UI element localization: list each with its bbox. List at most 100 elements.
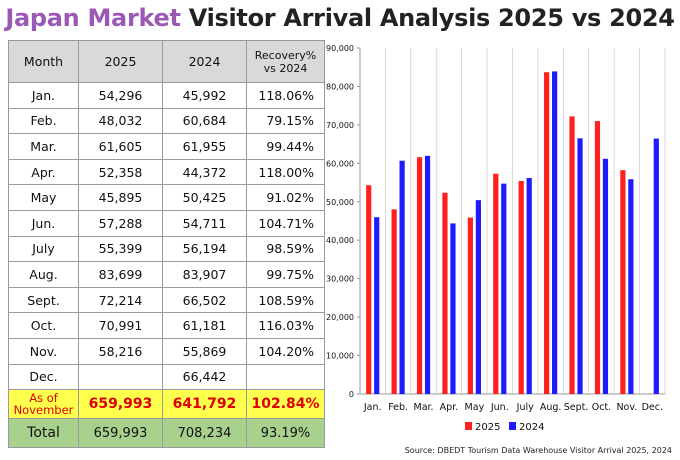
table-row: Dec. 66,442: [8, 363, 325, 391]
cell-2025: 61,605: [78, 133, 163, 160]
x-tick-label: Jan.: [363, 402, 382, 413]
y-tick-label: 60,000: [326, 159, 354, 168]
y-tick-label: 50,000: [326, 198, 354, 207]
header-recovery-line1: Recovery%: [254, 48, 317, 62]
bar-2024: [501, 183, 507, 394]
header-recovery: Recovery% vs 2024: [246, 40, 325, 83]
table-row: Apr. 52,358 44,372 118.00%: [8, 158, 325, 186]
x-tick-label: Jun.: [490, 402, 509, 413]
cell-2024: 56,194: [162, 235, 247, 263]
bar-2024: [374, 217, 380, 394]
total-2024: 708,234: [162, 418, 247, 449]
table-row: Feb. 48,032 60,684 79.15%: [8, 107, 325, 135]
cell-month: Nov.: [8, 337, 79, 365]
cell-2025: 83,699: [78, 261, 163, 288]
header-2024: 2024: [162, 40, 247, 83]
table-row: Jan. 54,296 45,992 118.06%: [8, 82, 325, 109]
y-tick-label: 80,000: [326, 82, 354, 91]
cell-recovery: 116.03%: [246, 312, 325, 339]
cell-month: Mar.: [8, 133, 79, 160]
cell-2024: 83,907: [162, 261, 247, 288]
x-tick-label: May: [465, 402, 485, 413]
cell-recovery: 118.06%: [246, 82, 325, 109]
cell-month: Oct.: [8, 312, 79, 339]
header-month: Month: [8, 40, 79, 83]
header-recovery-line2: vs 2024: [263, 61, 308, 75]
total-2025: 659,993: [78, 418, 163, 449]
bar-2024: [577, 138, 583, 394]
bar-2024: [399, 160, 405, 394]
total-recovery: 93.19%: [246, 418, 325, 449]
cell-2025: 48,032: [78, 107, 163, 135]
cell-recovery: 98.59%: [246, 235, 325, 263]
cell-2024: 50,425: [162, 184, 247, 211]
table-row: July 55,399 56,194 98.59%: [8, 235, 325, 263]
source-note: Source: DBEDT Tourism Data Warehouse Vis…: [404, 446, 672, 455]
cell-month: Jan.: [8, 82, 79, 109]
data-table: Month 2025 2024 Recovery% vs 2024 Jan. 54,…: [8, 40, 325, 449]
cell-month: Jun.: [8, 209, 79, 237]
bar-2025: [416, 157, 423, 394]
as-of-row: As of November 659,993 641,792 102.84%: [8, 389, 325, 420]
bar-2025: [442, 192, 448, 394]
legend-swatch-2024: [509, 422, 516, 430]
cell-recovery: 79.15%: [246, 107, 325, 135]
y-tick-label: 20,000: [326, 313, 354, 322]
table-row: Mar. 61,605 61,955 99.44%: [8, 133, 325, 160]
cell-month: Sept.: [8, 286, 79, 314]
as-of-label-line1: As of: [29, 391, 58, 406]
title-highlight: Japan Market: [5, 4, 181, 32]
bar-2025: [620, 170, 626, 394]
bar-2025: [594, 121, 601, 395]
cell-recovery: 91.02%: [246, 184, 325, 211]
y-tick-label: 10,000: [326, 352, 354, 361]
cell-2025: 55,399: [78, 235, 163, 263]
cell-2024: 55,869: [162, 337, 247, 365]
cell-month: Dec.: [8, 363, 79, 391]
table-row: Sept. 72,214 66,502 108.59%: [8, 286, 325, 314]
total-row: Total 659,993 708,234 93.19%: [8, 418, 325, 449]
table-row: Aug. 83,699 83,907 99.75%: [8, 261, 325, 288]
legend-label-2024: 2024: [519, 422, 544, 433]
y-tick-label: 40,000: [326, 236, 354, 245]
x-tick-label: Dec.: [642, 402, 663, 413]
cell-2024: 45,992: [162, 82, 247, 109]
cell-2025: 52,358: [78, 158, 163, 186]
table-header-row: Month 2025 2024 Recovery% vs 2024: [8, 40, 325, 83]
title-rest: Visitor Arrival Analysis 2025 vs 2024: [188, 4, 675, 32]
cell-recovery: 118.00%: [246, 158, 325, 186]
table-row: Oct. 70,991 61,181 116.03%: [8, 312, 325, 339]
x-tick-label: Nov.: [616, 402, 637, 413]
cell-2025: 58,216: [78, 337, 163, 365]
cell-month: Feb.: [8, 107, 79, 135]
cell-recovery: 104.71%: [246, 209, 325, 237]
as-of-2024: 641,792: [162, 389, 247, 420]
cell-2024: 44,372: [162, 158, 247, 186]
x-tick-label: Sept.: [564, 402, 589, 413]
bar-2025: [518, 181, 524, 394]
cell-2025: [78, 363, 163, 391]
bar-2025: [493, 173, 499, 394]
cell-recovery: 99.75%: [246, 261, 325, 288]
cell-2024: 61,181: [162, 312, 247, 339]
bar-2025: [366, 185, 372, 394]
as-of-recovery: 102.84%: [246, 389, 325, 420]
x-tick-label: Oct.: [592, 402, 611, 413]
y-tick-label: 30,000: [326, 275, 354, 284]
y-tick-label: 0: [349, 390, 354, 399]
cell-2024: 60,684: [162, 107, 247, 135]
bar-2024: [450, 223, 456, 394]
cell-recovery: 104.20%: [246, 337, 325, 365]
legend-swatch-2025: [465, 422, 472, 430]
as-of-2025: 659,993: [78, 389, 163, 420]
bar-2024: [526, 177, 532, 394]
header-2025: 2025: [78, 40, 163, 83]
cell-recovery: [246, 363, 325, 391]
y-tick-label: 70,000: [326, 121, 354, 130]
chart-title: Japan Market Visitor Arrival Analysis 20…: [0, 4, 680, 32]
as-of-label: As of November: [8, 389, 79, 420]
as-of-label-line2: November: [13, 403, 74, 418]
cell-month: May: [8, 184, 79, 211]
bar-2024: [552, 71, 558, 395]
cell-2024: 66,502: [162, 286, 247, 314]
